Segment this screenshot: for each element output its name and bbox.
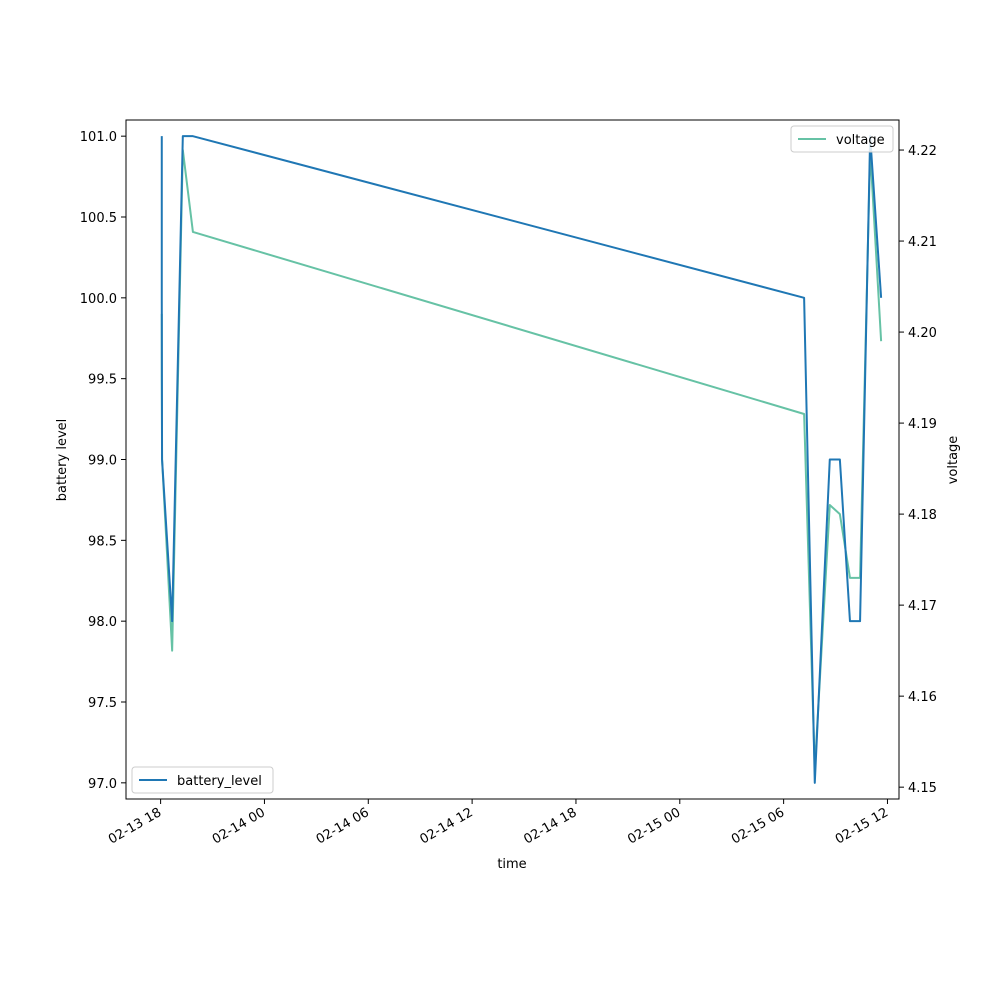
y-axis-right: 4.15 4.16 4.17 4.18 4.19 4.20 4.21 4.22 (899, 144, 937, 796)
x-tick-label: 02-15 06 (729, 805, 787, 847)
y-right-tick-label: 4.17 (908, 599, 937, 614)
legend-label-voltage: voltage (836, 133, 885, 148)
y-left-tick-label: 100.0 (80, 292, 117, 307)
x-tick-label: 02-15 12 (833, 805, 891, 847)
y-right-tick-label: 4.22 (908, 144, 937, 159)
y-axis-left-label: battery level (55, 419, 70, 502)
x-axis: 02-13 18 02-14 00 02-14 06 02-14 12 02-14 18… (106, 799, 891, 847)
y-right-tick-label: 4.19 (908, 417, 937, 432)
y-right-tick-label: 4.20 (908, 326, 937, 341)
y-left-tick-label: 98.0 (88, 615, 117, 630)
y-right-tick-label: 4.18 (908, 508, 937, 523)
legend-box (790, 125, 894, 153)
legend-box (131, 766, 274, 794)
y-left-tick-label: 101.0 (80, 130, 117, 145)
series-line-voltage (160, 149, 883, 770)
x-tick-label: 02-15 00 (625, 805, 683, 847)
legend-label-battery-level: battery_level (177, 774, 262, 789)
x-tick-label: 02-14 06 (314, 805, 372, 847)
y-left-tick-label: 97.5 (88, 696, 117, 711)
x-tick-label: 02-14 18 (521, 805, 579, 847)
x-tick-label: 02-13 18 (106, 805, 164, 847)
y-left-tick-label: 98.5 (88, 534, 117, 549)
series-layer (160, 135, 883, 784)
legend-battery-level: battery_level (131, 766, 274, 794)
x-tick-label: 02-14 12 (418, 805, 476, 847)
y-left-tick-label: 99.0 (88, 454, 117, 469)
y-right-tick-label: 4.15 (908, 781, 937, 796)
x-tick-label: 02-14 00 (210, 805, 268, 847)
y-right-tick-label: 4.16 (908, 690, 937, 705)
legend-voltage: voltage (790, 125, 894, 153)
y-left-tick-label: 97.0 (88, 777, 117, 792)
plot-frame (125, 119, 900, 800)
y-axis-left: 97.0 97.5 98.0 98.5 99.0 99.5 100.0 100.5 101.0 (80, 130, 126, 792)
y-axis-right-label: voltage (946, 436, 961, 485)
x-axis-label: time (497, 857, 526, 872)
y-left-tick-label: 99.5 (88, 373, 117, 388)
series-line-battery-level (160, 135, 883, 784)
y-right-tick-label: 4.21 (908, 235, 937, 250)
y-left-tick-label: 100.5 (80, 211, 117, 226)
